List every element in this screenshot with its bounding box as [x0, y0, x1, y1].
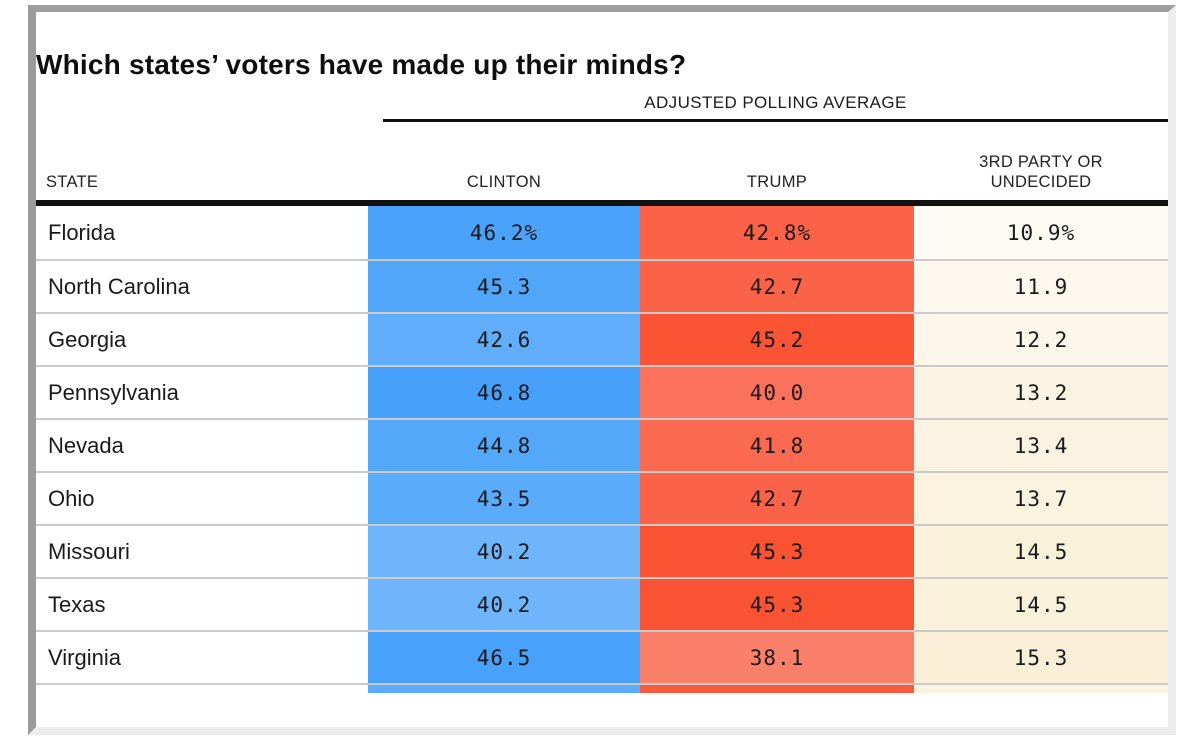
- clinton-cell: 42.6: [368, 312, 640, 365]
- table-row: North Carolina 45.3 42.7 11.9: [36, 259, 1168, 312]
- trump-cell: 45.3: [640, 577, 914, 630]
- column-header-undecided: 3RD PARTY OR UNDECIDED: [914, 122, 1168, 200]
- clinton-cell: 44.8: [368, 418, 640, 471]
- table-row: Missouri 40.2 45.3 14.5: [36, 524, 1168, 577]
- trump-cell: 41.8: [640, 418, 914, 471]
- partial-row: [36, 683, 1168, 693]
- undecided-cell: 10.9%: [914, 206, 1168, 259]
- clinton-cell: 40.2: [368, 524, 640, 577]
- state-cell: Missouri: [36, 524, 368, 577]
- table-content: Which states’ voters have made up their …: [36, 12, 1168, 727]
- state-cell: Virginia: [36, 630, 368, 683]
- state-cell: Texas: [36, 577, 368, 630]
- undecided-cell: 14.5: [914, 524, 1168, 577]
- clinton-cell: 43.5: [368, 471, 640, 524]
- column-header-state: STATE: [46, 173, 99, 191]
- table-row: Virginia 46.5 38.1 15.3: [36, 630, 1168, 683]
- undecided-cell: 13.7: [914, 471, 1168, 524]
- partial-state-cell: [36, 683, 368, 693]
- undecided-cell: 14.5: [914, 577, 1168, 630]
- trump-cell: 45.3: [640, 524, 914, 577]
- undecided-cell: 13.4: [914, 418, 1168, 471]
- undecided-cell: 11.9: [914, 259, 1168, 312]
- table-row: Nevada 44.8 41.8 13.4: [36, 418, 1168, 471]
- state-cell: Ohio: [36, 471, 368, 524]
- table-row: Texas 40.2 45.3 14.5: [36, 577, 1168, 630]
- partial-trump-cell: [640, 683, 914, 693]
- table-row: Florida 46.2% 42.8% 10.9%: [36, 206, 1168, 259]
- column-header-row: STATE CLINTON TRUMP 3RD PARTY OR UNDECID…: [36, 122, 1168, 200]
- state-cell: Nevada: [36, 418, 368, 471]
- state-cell: Florida: [36, 206, 368, 259]
- column-header-trump: TRUMP: [746, 173, 808, 191]
- undecided-cell: 15.3: [914, 630, 1168, 683]
- trump-cell: 40.0: [640, 365, 914, 418]
- undecided-cell: 12.2: [914, 312, 1168, 365]
- state-cell: Georgia: [36, 312, 368, 365]
- clinton-cell: 46.5: [368, 630, 640, 683]
- partial-clinton-cell: [368, 683, 640, 693]
- spanner-row: ADJUSTED POLLING AVERAGE: [36, 84, 1168, 122]
- table-row: Ohio 43.5 42.7 13.7: [36, 471, 1168, 524]
- column-group-header: ADJUSTED POLLING AVERAGE: [383, 84, 1168, 122]
- partial-undecided-cell: [914, 683, 1168, 693]
- header-rule: [36, 200, 1168, 206]
- clinton-cell: 45.3: [368, 259, 640, 312]
- trump-cell: 42.8%: [640, 206, 914, 259]
- table-body: Florida 46.2% 42.8% 10.9% North Carolina…: [36, 206, 1168, 683]
- state-cell: North Carolina: [36, 259, 368, 312]
- undecided-cell: 13.2: [914, 365, 1168, 418]
- clinton-cell: 46.8: [368, 365, 640, 418]
- page-title: Which states’ voters have made up their …: [36, 49, 687, 80]
- table-row: Georgia 42.6 45.2 12.2: [36, 312, 1168, 365]
- clinton-cell: 40.2: [368, 577, 640, 630]
- table-frame: Which states’ voters have made up their …: [28, 5, 1176, 735]
- trump-cell: 42.7: [640, 471, 914, 524]
- clinton-cell: 46.2%: [368, 206, 640, 259]
- column-header-undecided-label: 3RD PARTY OR UNDECIDED: [979, 153, 1103, 191]
- state-cell: Pennsylvania: [36, 365, 368, 418]
- trump-cell: 42.7: [640, 259, 914, 312]
- trump-cell: 38.1: [640, 630, 914, 683]
- spanner-spacer: [36, 84, 368, 122]
- trump-cell: 45.2: [640, 312, 914, 365]
- column-header-clinton: CLINTON: [466, 173, 542, 191]
- table-row: Pennsylvania 46.8 40.0 13.2: [36, 365, 1168, 418]
